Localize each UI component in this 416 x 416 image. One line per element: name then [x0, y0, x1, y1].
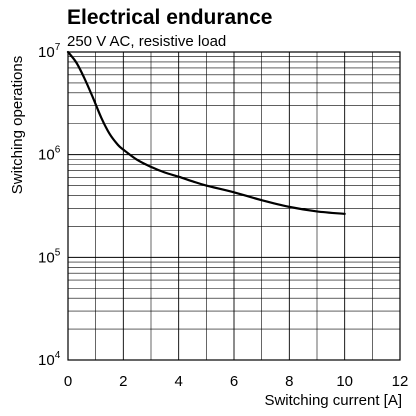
y-axis-label: Switching operations — [9, 56, 26, 194]
chart-title: Electrical endurance — [67, 6, 272, 29]
series-line — [66, 50, 346, 215]
x-tick-label: 10 — [336, 373, 353, 390]
y-tick-label: 106 — [38, 145, 61, 164]
x-axis-label: Switching current [A] — [264, 392, 402, 409]
x-tick-label: 6 — [230, 373, 238, 390]
x-tick-label: 12 — [392, 373, 409, 390]
y-tick-label: 107 — [38, 42, 61, 61]
plot-area — [67, 51, 401, 361]
y-tick-label: 105 — [38, 247, 61, 266]
x-axis: 0 2 4 6 8 10 12 — [64, 373, 409, 390]
x-tick-label: 4 — [174, 373, 182, 390]
series-group — [66, 50, 346, 215]
chart-subtitle: 250 V AC, resistive load — [67, 33, 226, 50]
x-tick-label: 2 — [119, 373, 127, 390]
grid — [68, 52, 400, 360]
x-tick-label: 0 — [64, 373, 72, 390]
y-tick-label: 104 — [38, 350, 61, 369]
y-axis: 107 106 105 104 — [38, 42, 61, 369]
x-tick-label: 8 — [285, 373, 293, 390]
